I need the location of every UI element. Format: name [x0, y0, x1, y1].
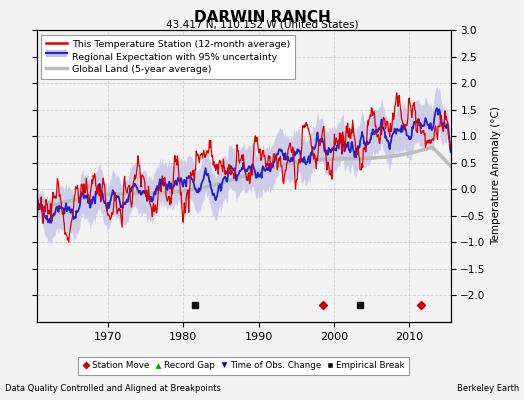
Y-axis label: Temperature Anomaly (°C): Temperature Anomaly (°C) — [492, 106, 501, 246]
Text: 43.417 N, 110.152 W (United States): 43.417 N, 110.152 W (United States) — [166, 19, 358, 29]
Text: Data Quality Controlled and Aligned at Breakpoints: Data Quality Controlled and Aligned at B… — [5, 384, 221, 393]
Text: Berkeley Earth: Berkeley Earth — [456, 384, 519, 393]
Text: DARWIN RANCH: DARWIN RANCH — [194, 10, 330, 25]
Legend: Station Move, Record Gap, Time of Obs. Change, Empirical Break: Station Move, Record Gap, Time of Obs. C… — [78, 357, 409, 374]
